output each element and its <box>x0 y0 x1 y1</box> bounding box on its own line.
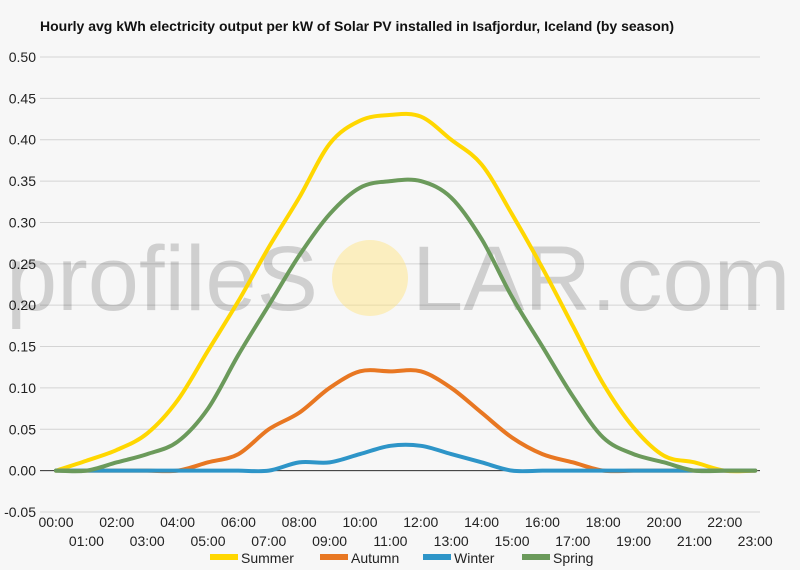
x-tick-label: 16:00 <box>525 514 560 530</box>
x-tick-label: 09:00 <box>312 533 347 549</box>
series-lines <box>54 111 758 474</box>
series-line-summer <box>54 111 758 474</box>
legend-swatch-spring <box>522 554 550 560</box>
x-tick-label: 05:00 <box>190 533 225 549</box>
x-tick-label: 06:00 <box>221 514 256 530</box>
legend: Summer Autumn Winter Spring <box>210 550 593 566</box>
profilesolar-watermark: profileS LAR.com <box>6 228 790 330</box>
x-tick-label: 12:00 <box>403 514 438 530</box>
y-tick-label: 0.30 <box>9 214 36 230</box>
x-tick-label: 00:00 <box>38 514 73 530</box>
x-tick-label: 01:00 <box>69 533 104 549</box>
y-tick-label: 0.45 <box>9 90 36 106</box>
x-tick-label: 03:00 <box>130 533 165 549</box>
x-tick-label: 04:00 <box>160 514 195 530</box>
y-tick-label: 0.20 <box>9 297 36 313</box>
chart-title: Hourly avg kWh electricity output per kW… <box>40 18 675 34</box>
x-tick-label: 11:00 <box>373 533 407 549</box>
y-tick-label: 0.05 <box>9 421 36 437</box>
y-tick-label: 0.10 <box>9 380 36 396</box>
legend-swatch-winter <box>423 554 451 560</box>
x-tick-label: 18:00 <box>586 514 621 530</box>
y-axis-ticks: 0.50 0.45 0.40 0.35 0.30 0.25 0.20 0.15 0.10 0.05… <box>4 49 36 520</box>
series-line-spring <box>54 177 758 474</box>
x-tick-label: 07:00 <box>251 533 286 549</box>
x-tick-label: 02:00 <box>99 514 134 530</box>
x-tick-label: 13:00 <box>434 533 469 549</box>
x-tick-label: 23:00 <box>738 533 773 549</box>
x-tick-label: 14:00 <box>464 514 499 530</box>
legend-label-spring: Spring <box>553 550 593 566</box>
legend-label-summer: Summer <box>241 550 294 566</box>
x-tick-label: 20:00 <box>646 514 681 530</box>
watermark-text-right: LAR.com <box>412 228 790 330</box>
x-tick-label: 17:00 <box>555 533 590 549</box>
x-tick-label: 15:00 <box>494 533 529 549</box>
x-tick-label: 10:00 <box>342 514 377 530</box>
y-tick-label: 0.35 <box>9 173 36 189</box>
legend-label-winter: Winter <box>454 550 495 566</box>
y-tick-label: 0.15 <box>9 339 36 355</box>
y-tick-label: 0.40 <box>9 132 36 148</box>
series-line-winter <box>54 442 758 474</box>
watermark-sun-icon <box>332 240 408 316</box>
y-tick-label: 0.00 <box>9 463 36 479</box>
x-tick-label: 08:00 <box>282 514 317 530</box>
x-tick-label: 21:00 <box>677 533 712 549</box>
x-tick-label: 22:00 <box>707 514 742 530</box>
y-tick-label: 0.50 <box>9 49 36 65</box>
legend-label-autumn: Autumn <box>351 550 399 566</box>
legend-swatch-autumn <box>320 554 348 560</box>
legend-swatch-summer <box>210 554 238 560</box>
y-tick-label: -0.05 <box>4 504 36 520</box>
y-tick-label: 0.25 <box>9 256 36 272</box>
x-axis-ticks: 00:00 01:00 02:00 03:00 04:00 05:00 06:00 07:00… <box>38 514 772 549</box>
x-tick-label: 19:00 <box>616 533 651 549</box>
